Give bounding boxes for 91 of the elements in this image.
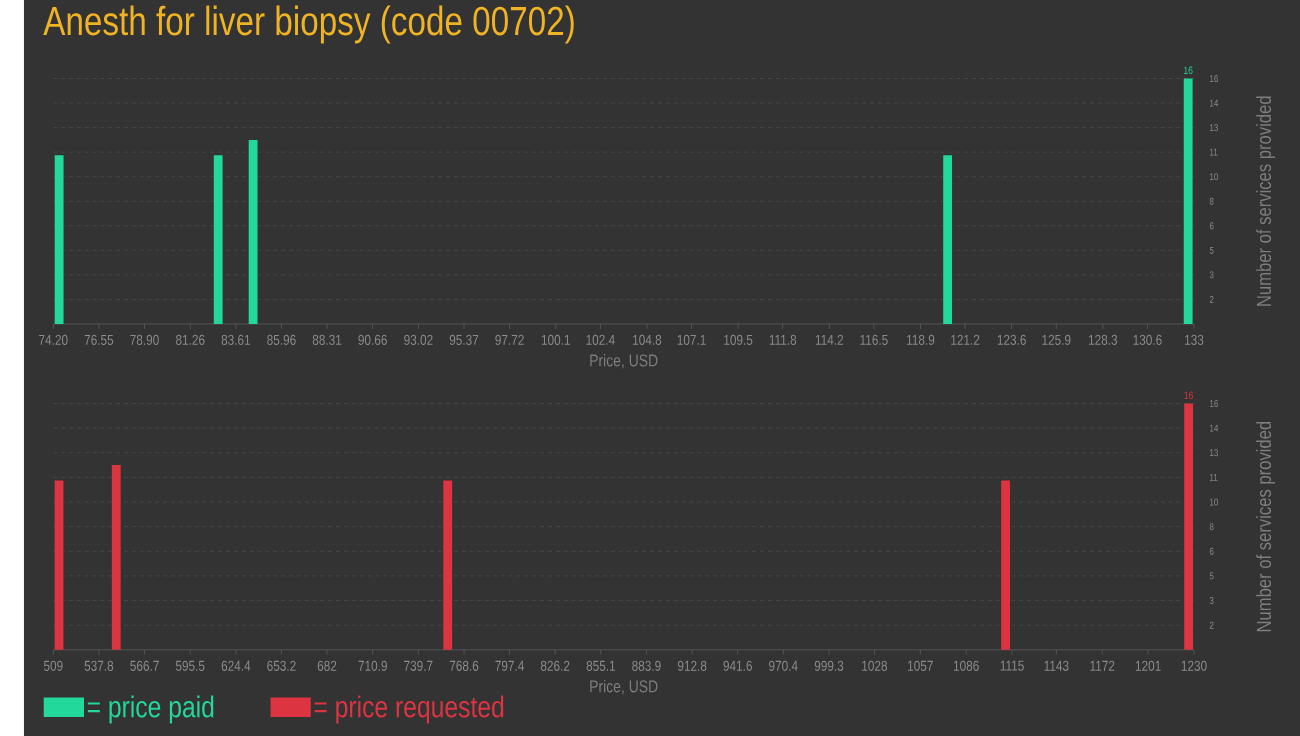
x-tick-label: 999.3 [814,660,844,671]
x-tick-label: 102.4 [586,334,615,345]
data-label: 16 [1184,66,1193,74]
y-tick-label: 16 [1210,399,1219,407]
y-tick-label: 13 [1210,449,1219,457]
x-tick-label: 118.9 [907,334,935,345]
x-tick-label: 125.9 [1042,334,1071,345]
x-tick-label: 1172 [1090,660,1115,671]
y-axis-title: Number of services provided [1256,421,1276,632]
x-tick-label: 826.2 [540,660,570,671]
x-tick-label: 855.1 [586,660,616,671]
x-tick-label: 100.1 [541,334,570,345]
y-tick-label: 6 [1209,222,1214,230]
x-tick-label: 95.37 [449,334,479,345]
x-tick-label: 74.20 [39,334,68,345]
x-tick-label: 1086 [953,660,979,671]
bar [1183,78,1193,324]
x-tick-label: 76.55 [84,334,114,345]
y-tick-label: 5 [1209,572,1214,580]
y-tick-label: 13 [1210,124,1219,131]
x-tick-label: 624.4 [221,660,251,671]
x-tick-label: 121.2 [951,334,980,345]
bar [1184,403,1194,650]
x-tick-label: 509 [43,660,63,671]
y-tick-label: 2 [1209,295,1214,303]
y-tick-label: 11 [1210,473,1218,481]
x-tick-label: 116.5 [860,334,888,345]
x-tick-label: 109.5 [724,334,753,345]
y-tick-label: 11 [1210,148,1218,156]
y-tick-label: 3 [1209,596,1214,604]
data-label: 16 [1184,391,1194,399]
x-tick-label: 883.9 [632,660,661,671]
y-tick-label: 8 [1209,523,1214,531]
x-tick-label: 130.6 [1133,334,1162,345]
x-tick-label: 78.90 [130,334,159,345]
x-axis-title: Price, USD [590,679,658,695]
y-tick-label: 6 [1209,547,1214,555]
bar [54,155,64,324]
x-tick-label: 104.8 [633,334,662,345]
x-tick-label: 133 [1185,334,1204,345]
y-tick-label: 5 [1209,246,1214,254]
x-tick-label: 1057 [908,660,933,671]
y-axis-title: Number of services provided [1256,96,1276,306]
bar [248,139,258,324]
y-tick-label: 10 [1210,173,1219,181]
x-tick-label: 970.4 [769,660,798,671]
bar [111,464,121,650]
y-tick-label: 8 [1209,197,1214,205]
x-tick-label: 97.72 [495,334,524,345]
x-tick-label: 537.8 [84,660,114,671]
y-tick-label: 16 [1210,74,1219,82]
x-tick-label: 1115 [1000,660,1024,671]
bar [1001,480,1010,650]
x-tick-label: 107.1 [677,334,706,345]
y-tick-label: 3 [1209,271,1214,279]
x-tick-label: 797.4 [495,660,524,671]
x-tick-label: 710.9 [358,660,387,671]
x-tick-label: 653.2 [267,660,296,671]
x-tick-label: 768.6 [449,660,479,671]
bar [213,155,223,324]
x-tick-label: 912.8 [677,660,707,671]
x-tick-label: 114.2 [815,334,844,345]
bar [943,155,953,324]
x-tick-label: 1201 [1135,660,1161,671]
legend-label: = price requested [314,695,504,724]
x-tick-label: 85.96 [267,334,296,345]
bar [443,480,453,650]
x-tick-label: 83.61 [221,334,251,345]
x-tick-label: 90.66 [358,334,387,345]
legend-label: = price paid [87,695,214,724]
y-tick-label: 2 [1209,621,1214,629]
chart-title: Anesth for liver biopsy (code 00702) [43,5,574,44]
x-tick-label: 595.5 [175,660,205,671]
x-tick-label: 93.02 [404,334,433,345]
x-tick-label: 941.6 [723,660,752,671]
x-tick-label: 566.7 [130,660,159,671]
y-tick-label: 14 [1210,424,1219,432]
x-tick-label: 1230 [1181,660,1207,671]
x-tick-label: 1028 [862,660,888,671]
x-tick-label: 88.31 [312,334,342,345]
x-tick-label: 1143 [1044,660,1069,671]
x-tick-label: 111.8 [769,334,797,345]
x-tick-label: 739.7 [404,660,433,671]
y-tick-label: 14 [1210,99,1219,107]
x-tick-label: 682 [317,660,337,671]
x-tick-label: 128.3 [1088,334,1118,345]
x-tick-label: 123.6 [997,334,1026,345]
bar [54,480,64,650]
x-tick-label: 81.26 [176,334,205,345]
y-tick-label: 10 [1210,498,1219,506]
x-axis-title: Price, USD [590,353,658,369]
